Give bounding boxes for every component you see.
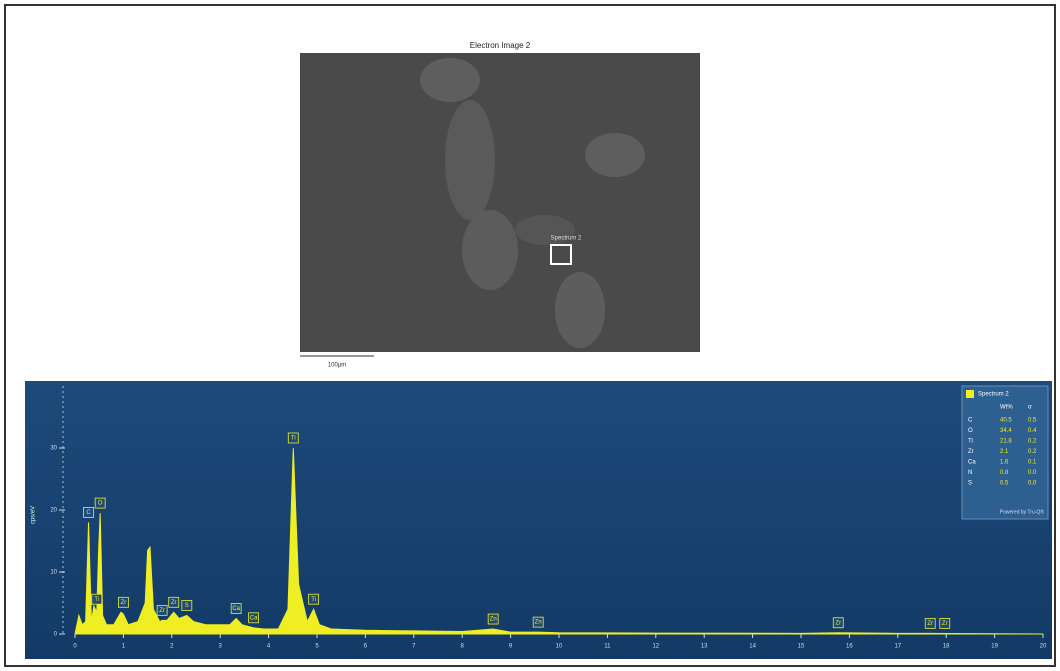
legend-swatch <box>966 390 974 398</box>
legend-cell: 1.6 <box>1000 460 1009 466</box>
y-axis-label: cps/eV <box>31 506 37 524</box>
peak-label: Zr <box>121 600 127 606</box>
legend-cell: C <box>968 418 973 424</box>
legend-cell: 0.2 <box>1028 439 1037 445</box>
peak-label: C <box>86 510 91 516</box>
x-tick-label: 13 <box>701 644 708 650</box>
x-tick-label: 11 <box>604 644 611 650</box>
legend-cell: 34.4 <box>1000 428 1012 434</box>
legend-cell: Ti <box>968 439 973 445</box>
legend-header: Wt% <box>1000 405 1013 411</box>
x-tick-label: 20 <box>1040 644 1047 650</box>
peak-label: Zr <box>835 620 841 626</box>
x-tick-label: 15 <box>798 644 805 650</box>
x-tick-label: 19 <box>991 644 998 650</box>
legend-cell: N <box>968 470 972 476</box>
x-tick-label: 17 <box>894 644 901 650</box>
legend-cell: O <box>968 428 973 434</box>
y-tick-label: 10 <box>50 570 57 576</box>
electron-image <box>300 53 700 356</box>
region-label: Spectrum 2 <box>551 236 582 242</box>
legend-cell: 0.4 <box>1028 428 1037 434</box>
peak-label: Zn <box>490 617 497 623</box>
legend-cell: 0.2 <box>1028 449 1037 455</box>
x-tick-label: 16 <box>846 644 853 650</box>
x-tick-label: 10 <box>556 644 563 650</box>
peak-label: Ca <box>232 606 240 612</box>
legend-cell: Zr <box>968 449 974 455</box>
peak-label: Ca <box>250 615 258 621</box>
peak-label: Zr <box>927 621 933 627</box>
peak-label: O <box>98 501 103 507</box>
y-tick-label: 20 <box>50 508 57 514</box>
legend-cell: 0.8 <box>1000 470 1009 476</box>
legend-cell: 0.1 <box>1028 460 1037 466</box>
x-tick-label: 14 <box>749 644 756 650</box>
legend-cell: 0.5 <box>1028 418 1037 424</box>
legend-cell: 0.0 <box>1028 481 1037 487</box>
peak-label: Zr <box>942 621 948 627</box>
peak-label: Ti <box>94 597 99 603</box>
legend-cell: Ca <box>968 460 976 466</box>
image-title: Electron Image 2 <box>470 41 531 50</box>
peak-label: Ti <box>311 597 316 603</box>
legend-cell: 2.1 <box>1000 449 1009 455</box>
peak-label: Zr <box>159 608 165 614</box>
legend-header: σ <box>1028 405 1032 411</box>
scale-label: 100µm <box>328 363 346 369</box>
legend-cell: S <box>968 481 972 487</box>
legend-cell: 21.8 <box>1000 439 1012 445</box>
peak-label: Zn <box>535 620 542 626</box>
peak-label: Zr <box>171 600 177 606</box>
legend-cell: 0.0 <box>1028 470 1037 476</box>
peak-label: Ti <box>291 436 296 442</box>
legend-cell: 40.5 <box>1000 418 1012 424</box>
y-tick-label: 30 <box>50 446 57 452</box>
legend-title: Spectrum 2 <box>978 392 1009 398</box>
screen: Electron Image 2 Spectrum 2 100µm cps/eV… <box>0 0 1060 671</box>
legend-footer: Powered by Tru-Q® <box>1000 508 1045 515</box>
x-tick-label: 12 <box>652 644 659 650</box>
legend-cell: 0.5 <box>1000 481 1009 487</box>
x-tick-label: 18 <box>943 644 950 650</box>
peak-label: S <box>185 603 189 609</box>
